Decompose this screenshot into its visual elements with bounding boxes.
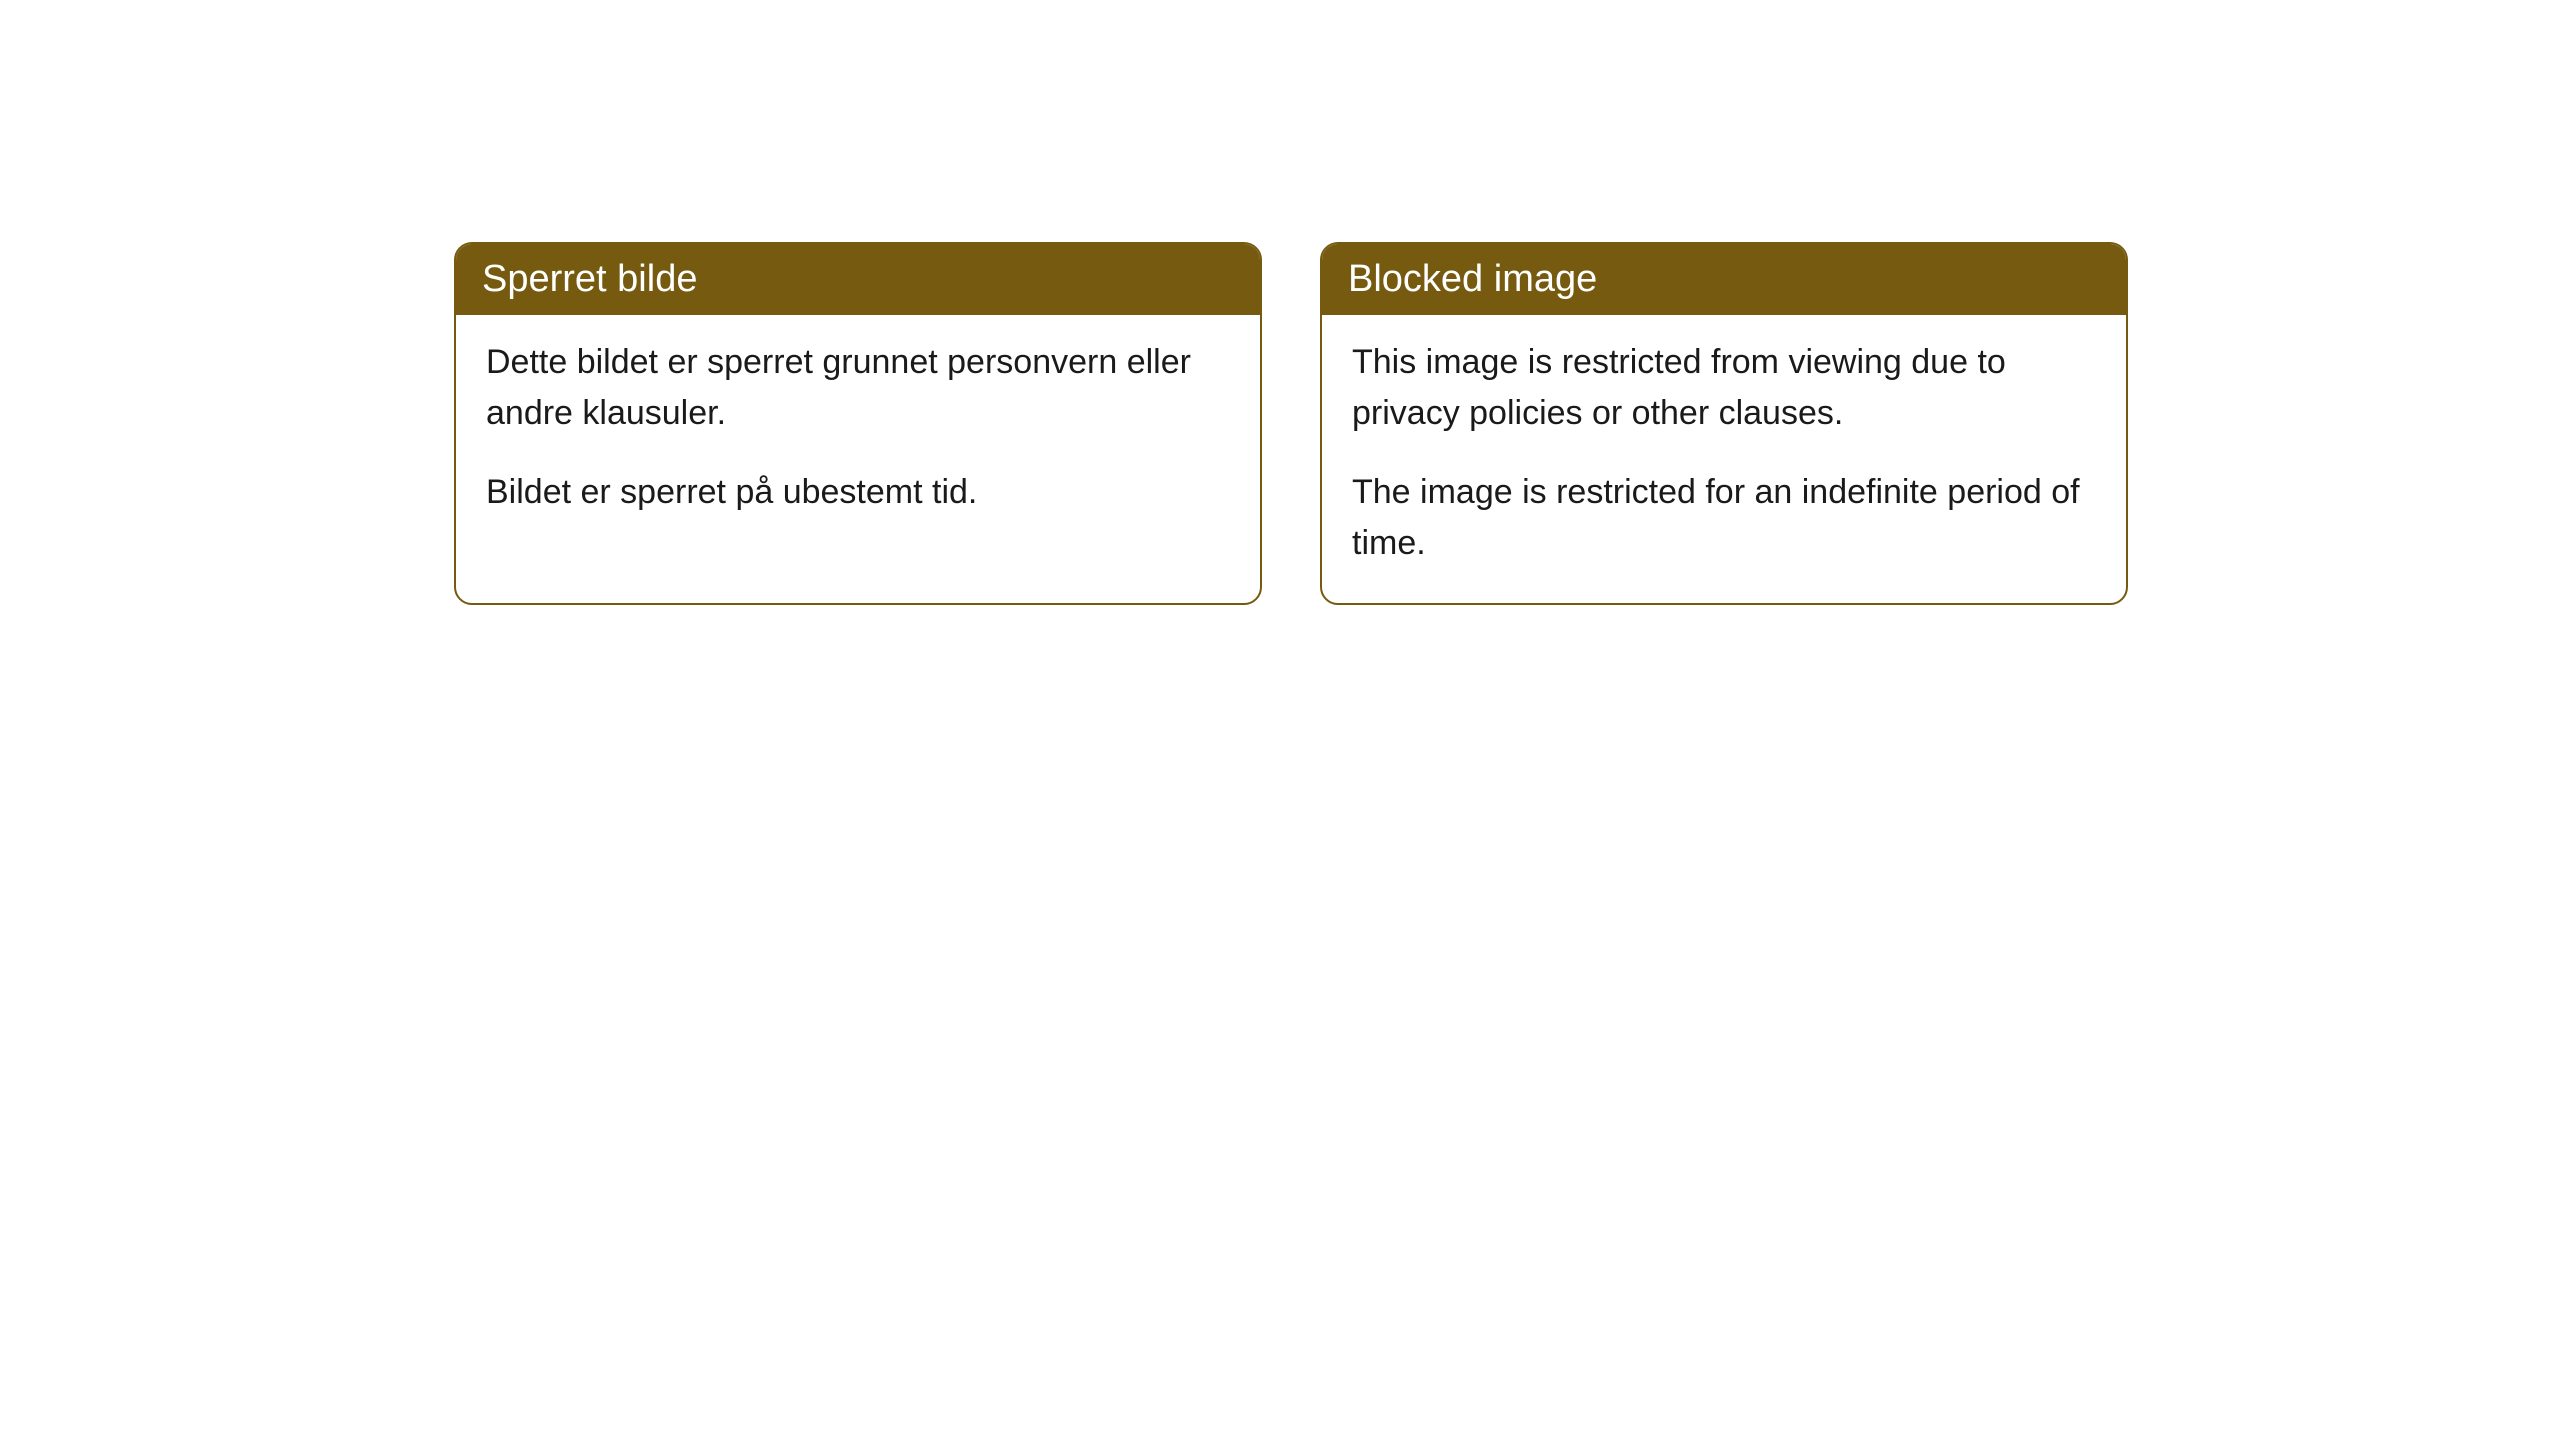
card-paragraph: The image is restricted for an indefinit…: [1352, 467, 2096, 569]
info-card-english: Blocked image This image is restricted f…: [1320, 242, 2128, 605]
card-body-english: This image is restricted from viewing du…: [1322, 315, 2126, 603]
info-cards-container: Sperret bilde Dette bildet er sperret gr…: [454, 242, 2560, 605]
card-header-norwegian: Sperret bilde: [456, 244, 1260, 315]
card-paragraph: This image is restricted from viewing du…: [1352, 337, 2096, 439]
card-title: Sperret bilde: [482, 258, 697, 300]
info-card-norwegian: Sperret bilde Dette bildet er sperret gr…: [454, 242, 1262, 605]
card-paragraph: Dette bildet er sperret grunnet personve…: [486, 337, 1230, 439]
card-paragraph: Bildet er sperret på ubestemt tid.: [486, 467, 1230, 518]
card-body-norwegian: Dette bildet er sperret grunnet personve…: [456, 315, 1260, 552]
card-header-english: Blocked image: [1322, 244, 2126, 315]
card-title: Blocked image: [1348, 258, 1597, 300]
